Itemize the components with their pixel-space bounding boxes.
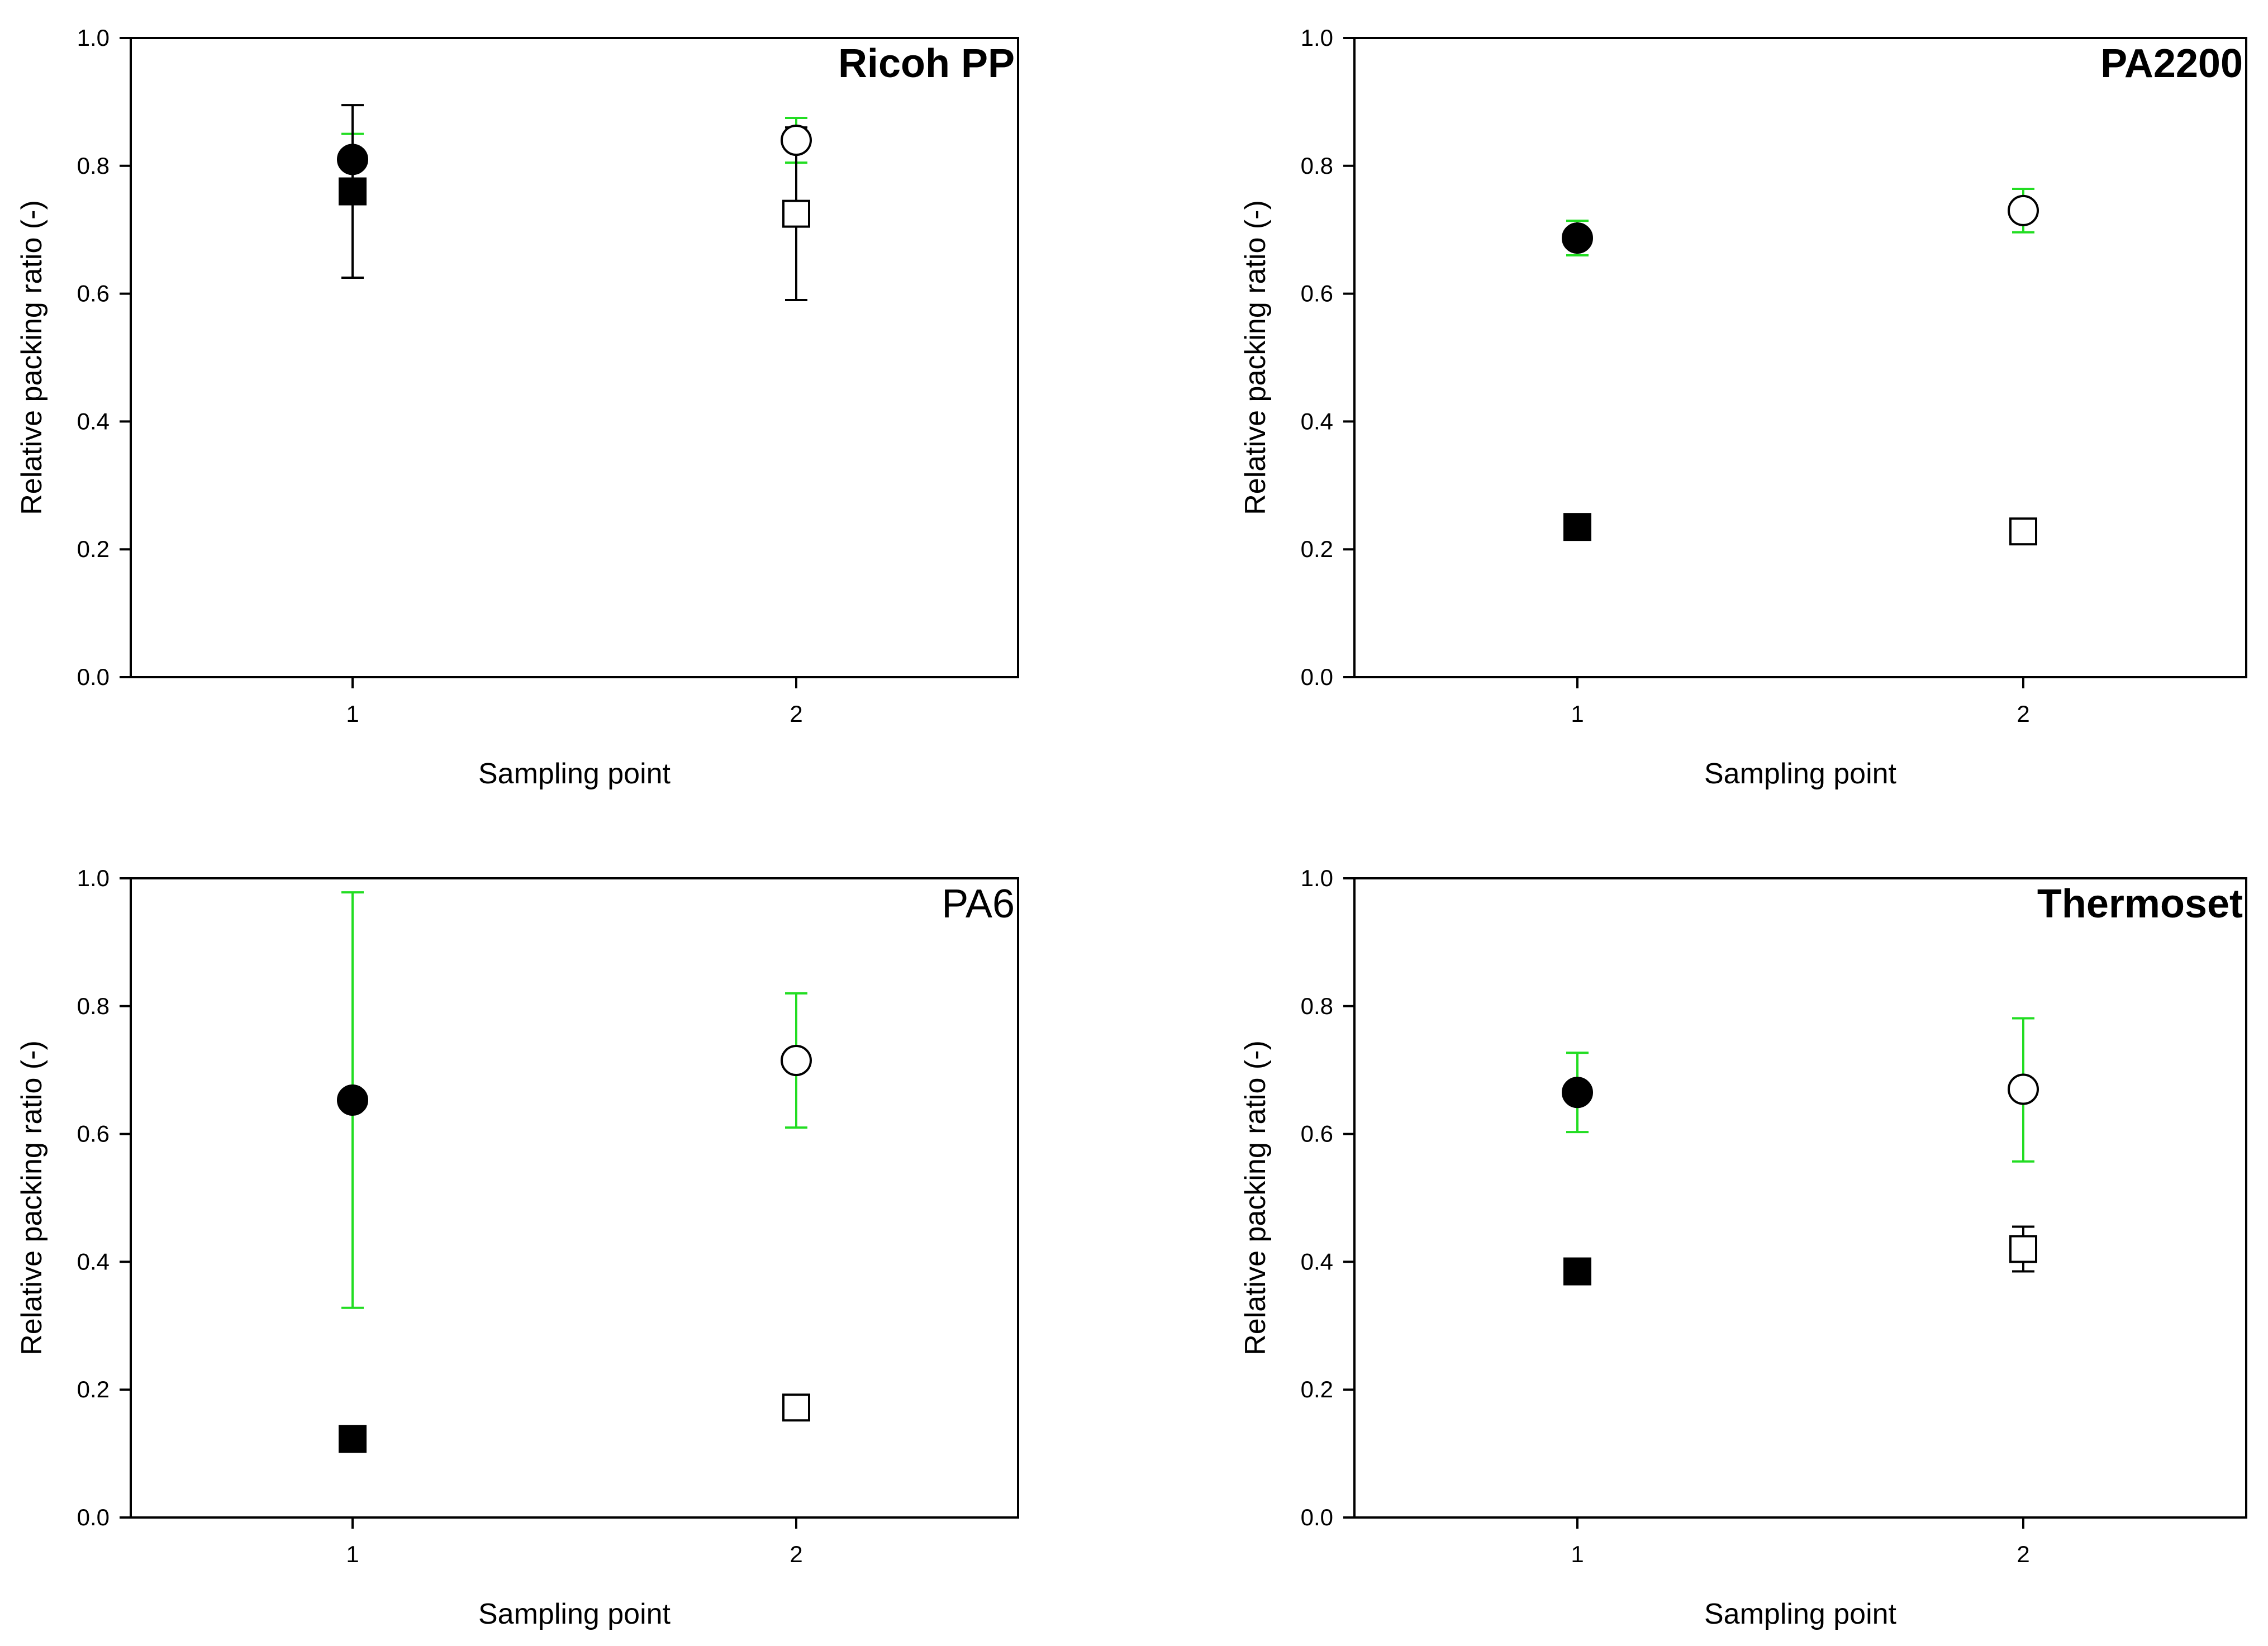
open-square-marker — [782, 199, 810, 228]
panel-title: Ricoh PP — [838, 41, 1015, 86]
y-tick-label: 0.2 — [1301, 1376, 1333, 1402]
filled-square-marker — [339, 1425, 367, 1453]
chart-panel-2: 0.0 0.2 0.4 0.6 0.8 1.0 1 2 Sampling point Relati… — [1239, 25, 2247, 790]
x-axis-title: Sampling point — [478, 758, 671, 790]
y-tick-label: 0.6 — [77, 280, 110, 307]
y-tick-label: 0.4 — [1301, 1248, 1333, 1274]
y-tick-label: 0.4 — [1301, 408, 1333, 434]
chart-panel-4: 0.0 0.2 0.4 0.6 0.8 1.0 1 2 Sampling point Relati… — [1239, 865, 2247, 1630]
x-axis-title: Sampling point — [1704, 758, 1897, 790]
x-tick-label: 2 — [2017, 1541, 2029, 1567]
open-circle-marker — [781, 1045, 812, 1077]
y-tick-label: 0.6 — [1301, 1121, 1333, 1147]
y-tick-label: 0.8 — [1301, 153, 1333, 179]
y-tick-label: 0.4 — [77, 408, 110, 434]
x-tick-label: 2 — [790, 1541, 802, 1567]
open-square-marker — [2009, 1235, 2037, 1263]
x-tick-label: 1 — [1571, 1541, 1584, 1567]
y-tick-label: 0.8 — [1301, 993, 1333, 1019]
y-tick-label: 0.6 — [77, 1121, 110, 1147]
y-tick-label: 0.0 — [1301, 1504, 1333, 1530]
y-tick-label: 1.0 — [1301, 865, 1333, 891]
chart-panel-1: 0.0 0.2 0.4 0.6 0.8 1.0 1 2 Sampling point Relati… — [16, 25, 1019, 790]
x-tick-label: 1 — [346, 1541, 359, 1567]
y-tick-label: 0.4 — [77, 1248, 110, 1274]
y-axis-title: Relative packing ratio (-) — [1239, 200, 1272, 515]
filled-square-marker — [339, 177, 367, 206]
panel-title: PA6 — [942, 882, 1015, 926]
y-tick-label: 0.2 — [77, 536, 110, 562]
y-tick-label: 1.0 — [77, 865, 110, 891]
filled-circle-marker — [337, 1084, 368, 1116]
plot-frame — [1353, 877, 2247, 1519]
y-axis-title: Relative packing ratio (-) — [16, 200, 48, 515]
filled-circle-marker — [337, 144, 368, 175]
open-circle-marker — [781, 125, 812, 156]
y-tick-label: 0.2 — [77, 1376, 110, 1402]
x-axis-title: Sampling point — [1704, 1598, 1897, 1630]
y-tick-label: 0.0 — [1301, 664, 1333, 690]
y-tick-label: 0.6 — [1301, 280, 1333, 307]
y-axis-title: Relative packing ratio (-) — [16, 1040, 48, 1355]
y-tick-label: 0.2 — [1301, 536, 1333, 562]
x-tick-label: 1 — [346, 701, 359, 727]
y-tick-label: 0.8 — [77, 993, 110, 1019]
panel-title: PA2200 — [2100, 41, 2243, 86]
open-circle-marker — [2008, 1073, 2039, 1105]
y-axis-title: Relative packing ratio (-) — [1239, 1040, 1272, 1355]
x-axis-title: Sampling point — [478, 1598, 671, 1630]
x-tick-label: 1 — [1571, 701, 1584, 727]
plot-frame — [130, 37, 1019, 678]
plot-frame — [130, 877, 1019, 1519]
open-circle-marker — [2008, 194, 2039, 226]
y-tick-label: 0.0 — [77, 664, 110, 690]
open-square-marker — [782, 1393, 810, 1422]
x-tick-label: 2 — [790, 701, 802, 727]
y-tick-label: 0.0 — [77, 1504, 110, 1530]
panel-title: Thermoset — [2037, 882, 2243, 926]
chart-panel-3: 0.0 0.2 0.4 0.6 0.8 1.0 1 2 Sampling point Relati… — [16, 865, 1019, 1630]
open-square-marker — [2009, 517, 2037, 546]
y-tick-label: 1.0 — [1301, 25, 1333, 51]
plot-frame — [1353, 37, 2247, 678]
x-tick-label: 2 — [2017, 701, 2029, 727]
filled-square-marker — [1563, 1257, 1591, 1286]
y-tick-label: 1.0 — [77, 25, 110, 51]
y-tick-label: 0.8 — [77, 153, 110, 179]
filled-circle-marker — [1562, 1077, 1593, 1109]
filled-circle-marker — [1562, 222, 1593, 254]
filled-square-marker — [1563, 513, 1591, 541]
